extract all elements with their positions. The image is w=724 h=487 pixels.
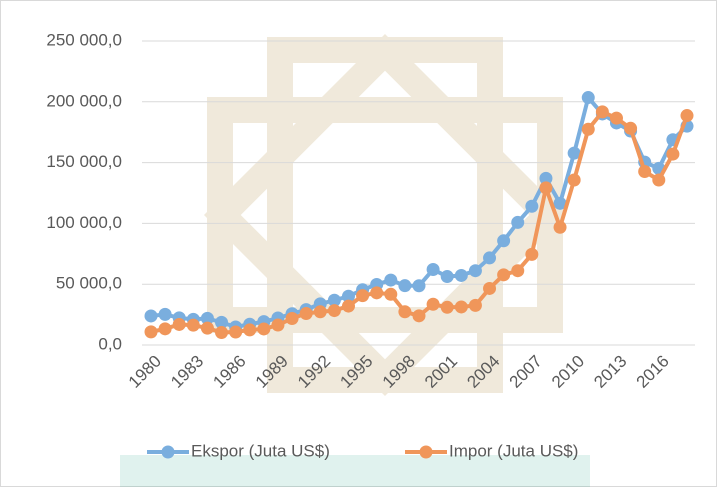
point: [441, 301, 454, 314]
point: [384, 288, 397, 301]
point: [483, 251, 496, 264]
point: [554, 221, 567, 234]
y-tick-label: 250 000,0: [46, 30, 122, 49]
point: [681, 109, 694, 122]
point: [384, 274, 397, 287]
point: [398, 279, 411, 292]
point: [497, 234, 510, 247]
point: [596, 105, 609, 118]
point: [441, 270, 454, 283]
point: [469, 299, 482, 312]
point: [539, 181, 552, 194]
legend-marker: [420, 446, 433, 459]
point: [413, 279, 426, 292]
point: [229, 325, 242, 338]
point: [624, 122, 637, 135]
point: [286, 312, 299, 325]
y-tick-label: 0,0: [98, 334, 122, 353]
point: [201, 322, 214, 335]
point: [568, 173, 581, 186]
point: [638, 165, 651, 178]
point: [173, 318, 186, 331]
point: [187, 319, 200, 332]
point: [483, 282, 496, 295]
point: [145, 309, 158, 322]
legend-marker: [162, 446, 175, 459]
legend-label: Impor (Juta US$): [449, 441, 578, 460]
point: [300, 307, 313, 320]
point: [356, 289, 369, 302]
point: [314, 305, 327, 318]
y-tick-label: 200 000,0: [46, 91, 122, 110]
point: [328, 304, 341, 317]
legend-label: Ekspor (Juta US$): [191, 441, 330, 460]
y-tick-label: 100 000,0: [46, 213, 122, 232]
point: [652, 173, 665, 186]
point: [610, 112, 623, 125]
point: [455, 300, 468, 313]
point: [159, 322, 172, 335]
point: [511, 216, 524, 229]
point: [243, 323, 256, 336]
point: [525, 200, 538, 213]
point: [145, 325, 158, 338]
point: [342, 300, 355, 313]
point: [427, 298, 440, 311]
point: [398, 305, 411, 318]
y-tick-label: 50 000,0: [56, 274, 122, 293]
point: [427, 263, 440, 276]
y-tick-label: 150 000,0: [46, 152, 122, 171]
point: [215, 326, 228, 339]
point: [469, 264, 482, 277]
point: [666, 148, 679, 161]
chart: 0,0 50 000,0 100 000,0 150 000,0 200 000,0 25…: [0, 0, 724, 487]
point: [455, 269, 468, 282]
point: [582, 123, 595, 136]
point: [257, 322, 270, 335]
point: [413, 309, 426, 322]
point: [271, 319, 284, 332]
point: [370, 286, 383, 299]
point: [511, 264, 524, 277]
point: [159, 308, 172, 321]
point: [497, 268, 510, 281]
point: [525, 248, 538, 261]
point: [582, 91, 595, 104]
page: {"chart_data": {"type": "line", "x": [19…: [0, 0, 724, 487]
